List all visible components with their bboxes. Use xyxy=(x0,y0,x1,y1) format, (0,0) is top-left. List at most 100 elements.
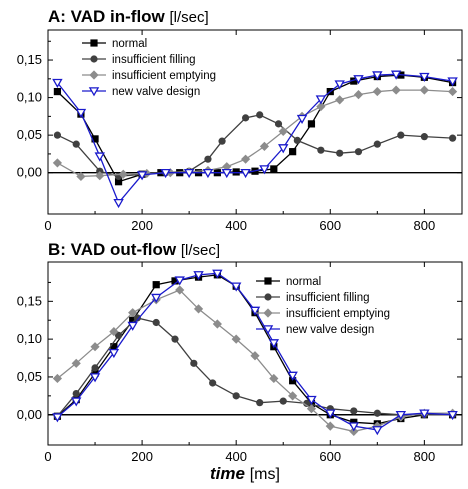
legend: normal insufficient filling insufficient e… xyxy=(82,38,216,98)
data-point xyxy=(221,168,232,179)
data-point xyxy=(71,397,82,407)
data-point xyxy=(325,421,335,431)
data-point xyxy=(372,426,383,436)
data-point xyxy=(419,409,430,419)
data-point xyxy=(174,276,185,286)
data-point xyxy=(307,120,316,128)
y-tick-label: 0,15 xyxy=(17,52,42,67)
data-point xyxy=(76,171,86,182)
data-point xyxy=(152,318,160,327)
data-point xyxy=(53,87,62,96)
legend-label: insufficient filling xyxy=(112,54,196,66)
plot-frame xyxy=(47,29,463,215)
data-point xyxy=(108,348,120,359)
legend-marker xyxy=(89,70,99,80)
data-point xyxy=(372,71,383,81)
series-line xyxy=(56,73,453,204)
data-point xyxy=(241,114,250,122)
data-point xyxy=(419,72,430,82)
data-point xyxy=(336,149,344,157)
legend-marker xyxy=(88,87,100,97)
data-point xyxy=(373,140,381,148)
data-point xyxy=(171,277,179,285)
data-point xyxy=(269,373,279,384)
data-point xyxy=(218,137,226,145)
data-point xyxy=(334,80,345,90)
data-point xyxy=(354,148,363,156)
data-point xyxy=(372,86,382,97)
panel-title-main: B: VAD out-flow xyxy=(48,240,181,259)
series-line xyxy=(57,114,453,178)
data-point xyxy=(133,314,141,322)
x-axis-label-main: time xyxy=(210,464,250,483)
panel-b: B: VAD out-flow [l/sec] 0 200 400 600 800 0,00… xyxy=(17,240,463,483)
data-point xyxy=(315,95,327,105)
x-tick-label: 0 xyxy=(44,218,51,233)
data-point xyxy=(152,281,160,289)
x-tick-label: 600 xyxy=(319,449,341,464)
series-line xyxy=(57,89,453,178)
x-axis-label-unit: [ms] xyxy=(250,466,280,483)
data-point xyxy=(160,168,171,179)
data-point xyxy=(240,154,251,164)
x-tick-label: 800 xyxy=(414,218,436,233)
y-tick-label: 0,10 xyxy=(17,90,42,105)
data-point xyxy=(129,316,137,324)
data-point xyxy=(306,395,317,406)
panel-title-unit: [l/sec] xyxy=(170,9,209,26)
data-point xyxy=(350,418,358,426)
data-point xyxy=(171,335,179,343)
data-point xyxy=(193,271,204,281)
data-point xyxy=(240,168,251,179)
y-tick-label: 0,00 xyxy=(17,165,42,180)
data-point xyxy=(259,141,270,152)
data-point xyxy=(325,409,336,419)
data-point xyxy=(348,422,360,432)
data-point xyxy=(420,133,428,141)
data-point xyxy=(53,131,62,139)
legend: normal insufficient filling insufficient e… xyxy=(256,276,390,336)
x-tick-label: 800 xyxy=(414,449,436,464)
series-new-valve-design xyxy=(52,269,458,436)
data-point xyxy=(193,304,204,314)
data-point xyxy=(127,321,138,331)
data-point xyxy=(136,171,148,181)
data-point xyxy=(91,364,99,372)
data-point xyxy=(390,70,402,80)
data-point xyxy=(259,165,270,175)
data-point xyxy=(175,285,185,295)
data-point xyxy=(289,148,297,156)
y-tick-label: 0,00 xyxy=(17,407,42,422)
data-point xyxy=(212,269,223,279)
series-line xyxy=(56,272,453,431)
data-point xyxy=(350,407,358,415)
legend-label: insufficient filling xyxy=(286,292,370,304)
data-point xyxy=(52,373,63,384)
data-point xyxy=(231,334,241,344)
data-point xyxy=(293,136,301,144)
data-point xyxy=(279,397,287,405)
x-tick-label: 400 xyxy=(225,218,247,233)
series-line xyxy=(56,274,453,425)
legend-label: normal xyxy=(112,38,147,50)
x-axis-label: time [ms] xyxy=(210,464,280,483)
data-point xyxy=(91,369,99,377)
data-point xyxy=(209,379,217,387)
legend-label: insufficient emptying xyxy=(112,70,216,82)
legend-marker xyxy=(264,277,272,285)
data-point xyxy=(447,411,458,421)
data-point xyxy=(250,351,260,361)
data-point xyxy=(397,131,405,139)
data-point xyxy=(287,371,298,381)
data-point xyxy=(249,306,261,316)
data-point xyxy=(317,146,325,154)
data-point xyxy=(256,111,264,119)
legend-label: new valve design xyxy=(112,86,200,98)
data-point xyxy=(278,144,289,154)
legend-marker xyxy=(262,325,274,335)
data-point xyxy=(306,404,317,414)
y-tick-label: 0,10 xyxy=(17,331,42,346)
legend-label: new valve design xyxy=(286,324,374,336)
y-tick-label: 0,05 xyxy=(17,369,42,384)
data-point xyxy=(447,77,458,87)
